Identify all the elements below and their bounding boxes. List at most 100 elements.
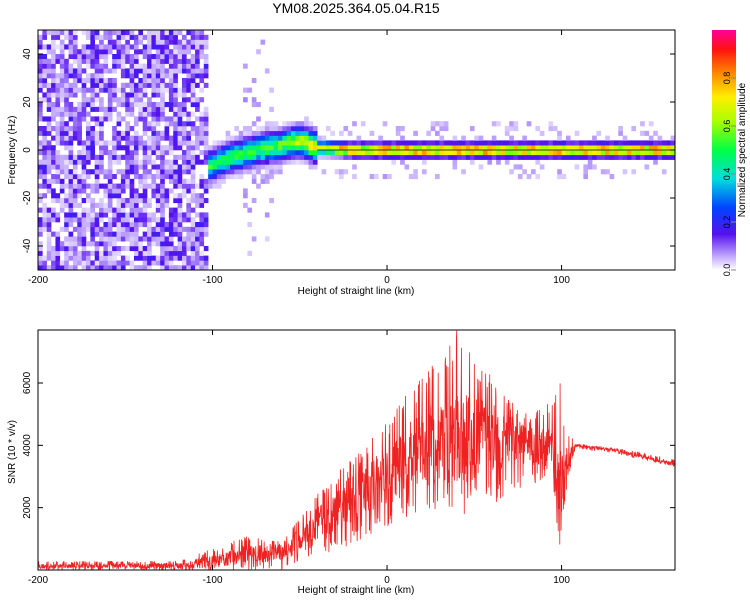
heatmap-cell: [68, 222, 74, 228]
heatmap-cell: [168, 73, 174, 79]
heatmap-cell: [277, 140, 283, 146]
heatmap-cell: [46, 154, 52, 160]
heatmap-cell: [413, 169, 418, 175]
heatmap-cell: [216, 169, 222, 175]
heatmap-cell: [168, 58, 174, 64]
heatmap-cell: [539, 130, 545, 136]
heatmap-cell: [42, 44, 48, 50]
heatmap-cell: [177, 212, 183, 218]
heatmap-cell: [147, 68, 152, 74]
heatmap-cell: [168, 82, 174, 88]
heatmap-cell: [107, 116, 113, 122]
heatmap-cell: [496, 159, 501, 165]
heatmap-cell: [90, 154, 96, 160]
heatmap-cell: [90, 169, 96, 175]
heatmap-cell: [51, 73, 56, 79]
heatmap-cell: [173, 126, 178, 132]
heatmap-cell: [286, 135, 292, 141]
heatmap-cell: [526, 145, 532, 151]
heatmap-cell: [142, 130, 148, 136]
heatmap-cell: [321, 145, 327, 151]
heatmap-cell: [116, 154, 122, 160]
heatmap-cell: [59, 265, 65, 271]
heatmap-cell: [116, 54, 122, 60]
heatmap-cell: [59, 73, 65, 79]
heatmap-cell: [391, 159, 397, 165]
heatmap-cell: [452, 159, 458, 165]
heatmap-cell: [81, 145, 87, 151]
heatmap-cell: [181, 58, 187, 64]
heatmap-cell: [81, 30, 87, 36]
heatmap-cell: [151, 150, 157, 156]
heatmap-cell: [661, 150, 667, 156]
heatmap-cell: [129, 183, 135, 189]
heatmap-cell: [116, 198, 122, 204]
heatmap-cell: [596, 130, 602, 136]
heatmap-cell: [439, 145, 445, 151]
heatmap-cell: [352, 150, 357, 156]
heatmap-cell: [173, 97, 178, 103]
heatmap-cell: [199, 54, 205, 60]
heatmap-cell: [90, 188, 96, 194]
heatmap-cell: [138, 174, 144, 180]
heatmap-cell: [107, 30, 113, 36]
heatmap-cell: [151, 78, 157, 84]
heatmap-cell: [186, 169, 191, 175]
heatmap-cell: [517, 164, 523, 170]
heatmap-cell: [177, 130, 183, 136]
heatmap-cell: [177, 92, 183, 98]
heatmap-cell: [352, 121, 357, 127]
heatmap-cell: [147, 260, 152, 266]
heatmap-cell: [173, 193, 178, 199]
heatmap-cell: [203, 58, 209, 64]
heatmap-cell: [605, 145, 610, 151]
colorbar-label: Normalized spectral amplitude: [737, 82, 748, 217]
heatmap-cell: [112, 58, 117, 64]
heatmap-cell: [251, 150, 257, 156]
heatmap-cell: [465, 154, 471, 160]
heatmap-cell: [382, 174, 388, 180]
heatmap-cell: [107, 250, 113, 256]
heatmap-cell: [59, 226, 65, 232]
heatmap-cell: [469, 154, 475, 160]
heatmap-cell: [120, 73, 126, 79]
heatmap-cell: [317, 154, 322, 160]
heatmap-cell: [164, 116, 170, 122]
heatmap-cell: [347, 130, 353, 136]
heatmap-cell: [181, 49, 187, 55]
heatmap-cell: [190, 39, 196, 45]
heatmap-cell: [99, 241, 104, 247]
heatmap-cell: [129, 145, 135, 151]
heatmap-cell: [138, 212, 144, 218]
heatmap-cell: [173, 106, 178, 112]
heatmap-cell: [112, 140, 117, 146]
heatmap-cell: [321, 135, 327, 141]
heatmap-cell: [147, 44, 152, 50]
heatmap-cell: [225, 150, 231, 156]
x-tick-label: -100: [203, 275, 223, 286]
heatmap-cell: [116, 236, 122, 242]
heatmap-cell: [103, 140, 109, 146]
heatmap-cell: [435, 174, 440, 180]
heatmap-cell: [592, 140, 597, 146]
heatmap-cell: [46, 236, 52, 242]
heatmap-cell: [661, 154, 667, 160]
heatmap-cell: [85, 73, 91, 79]
heatmap-cell: [229, 164, 235, 170]
heatmap-cell: [592, 135, 597, 141]
heatmap-cell: [522, 135, 527, 141]
heatmap-cell: [55, 255, 61, 261]
heatmap-cell: [356, 154, 362, 160]
heatmap-cell: [120, 49, 126, 55]
heatmap-cell: [160, 58, 165, 64]
heatmap-cell: [85, 226, 91, 232]
heatmap-cell: [535, 159, 541, 165]
heatmap-cell: [99, 265, 104, 271]
heatmap-cell: [38, 68, 43, 74]
heatmap-cell: [618, 130, 623, 136]
heatmap-cell: [199, 193, 205, 199]
heatmap-cell: [557, 130, 562, 136]
heatmap-cell: [46, 145, 52, 151]
heatmap-cell: [373, 145, 379, 151]
heatmap-cell: [77, 183, 82, 189]
